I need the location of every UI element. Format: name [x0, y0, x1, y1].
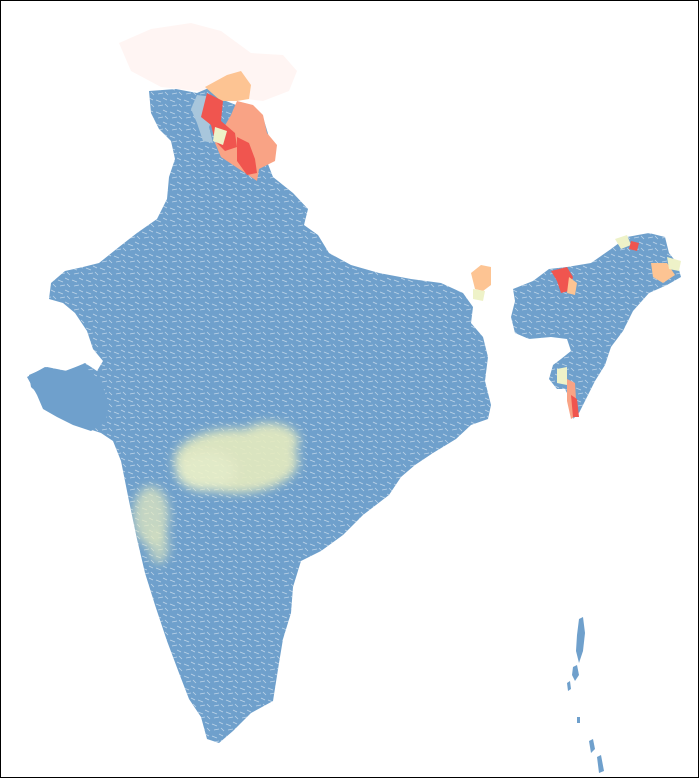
northeast-red-small [629, 241, 639, 251]
north-peach-area [205, 71, 251, 101]
northeast-pale-yellow-south [557, 367, 567, 385]
northeast-red-area [551, 267, 573, 293]
northeast-red-strip [571, 395, 579, 417]
sikkim-patch [471, 265, 491, 291]
western-coast-piece [27, 365, 109, 431]
north-salmon-area [215, 101, 277, 181]
andaman-nicobar-islands [567, 617, 604, 773]
northeast-peach-area [567, 277, 577, 295]
north-red-area-east [237, 137, 257, 175]
northeast-pale-yellow-top [615, 235, 631, 249]
north-pale-yellow-area [213, 127, 227, 145]
sikkim-patch-lower [473, 289, 485, 301]
northern-region-faint [119, 23, 297, 101]
north-red-area-west [201, 93, 237, 151]
northeast-districts [511, 233, 681, 419]
northeast-pale-yellow-east [667, 257, 681, 271]
